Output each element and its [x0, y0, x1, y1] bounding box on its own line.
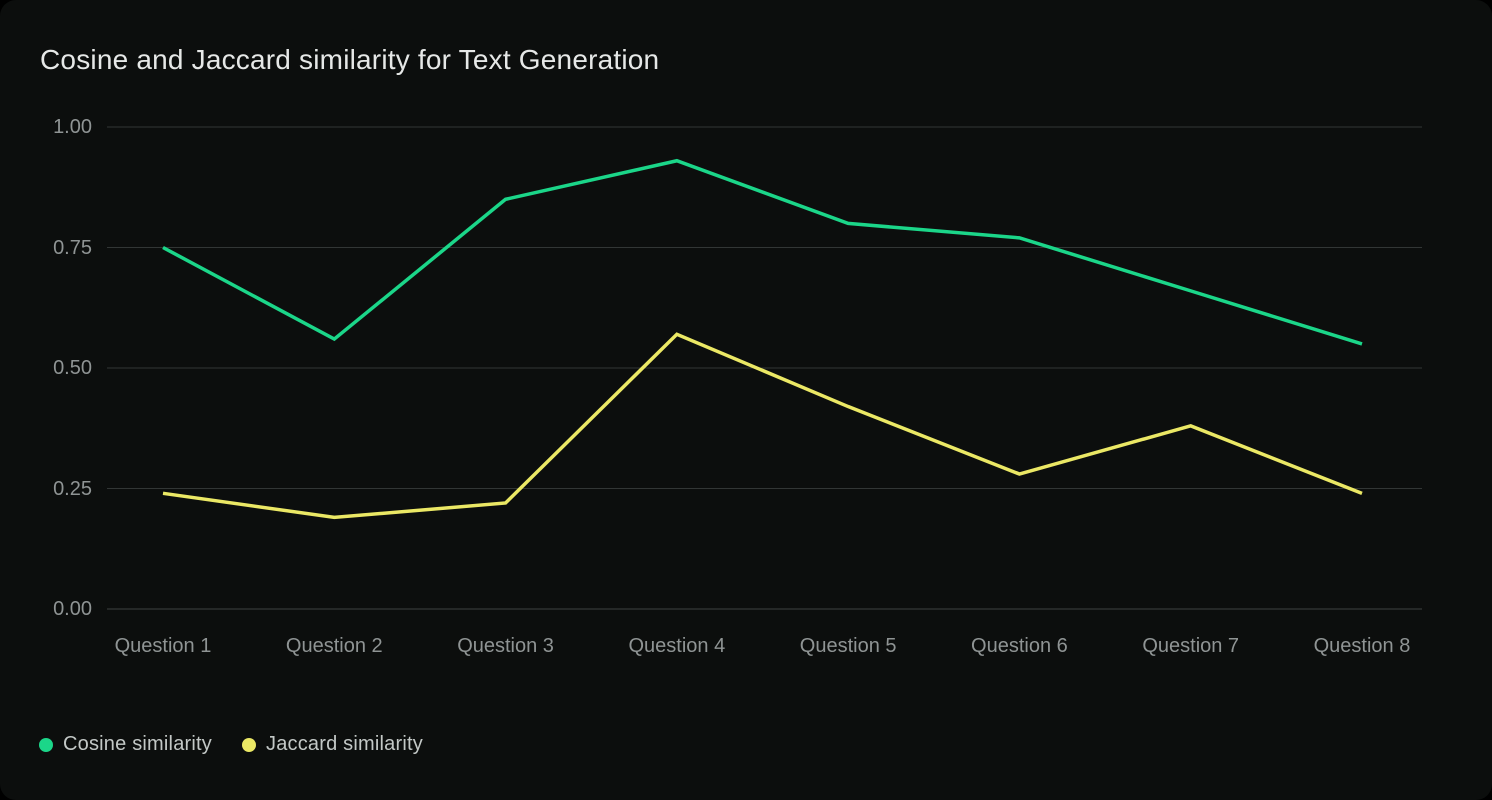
legend-label-jaccard: Jaccard similarity	[266, 733, 423, 755]
x-tick-label: Question 4	[628, 635, 726, 657]
legend: Cosine similarity Jaccard similarity	[39, 733, 423, 756]
chart-title: Cosine and Jaccard similarity for Text G…	[40, 44, 660, 75]
x-tick-label: Question 1	[114, 635, 212, 657]
legend-label-cosine: Cosine similarity	[63, 733, 212, 755]
y-tick-label: 0.75	[53, 236, 92, 259]
series-line-cosine-similarity	[162, 158, 1363, 346]
x-tick-label: Question 8	[1313, 635, 1411, 657]
x-tick-label: Question 3	[457, 635, 554, 657]
legend-item-cosine-similarity[interactable]: Cosine similarity	[39, 733, 212, 756]
y-tick-label: 0.00	[53, 598, 92, 620]
legend-dot-cosine-icon	[39, 737, 53, 752]
x-tick-label: Question 2	[285, 635, 383, 657]
x-tick-label: Question 7	[1142, 635, 1240, 657]
y-tick-label: 1.00	[53, 116, 92, 138]
legend-item-jaccard-similarity[interactable]: Jaccard similarity	[242, 733, 423, 756]
y-tick-label: 0.25	[53, 477, 92, 500]
legend-dot-jaccard-icon	[242, 737, 256, 752]
y-tick-label: 0.50	[53, 357, 92, 379]
x-tick-label: Question 6	[971, 635, 1068, 657]
series-line-jaccard-similarity	[162, 332, 1363, 520]
x-tick-label: Question 5	[799, 635, 897, 657]
